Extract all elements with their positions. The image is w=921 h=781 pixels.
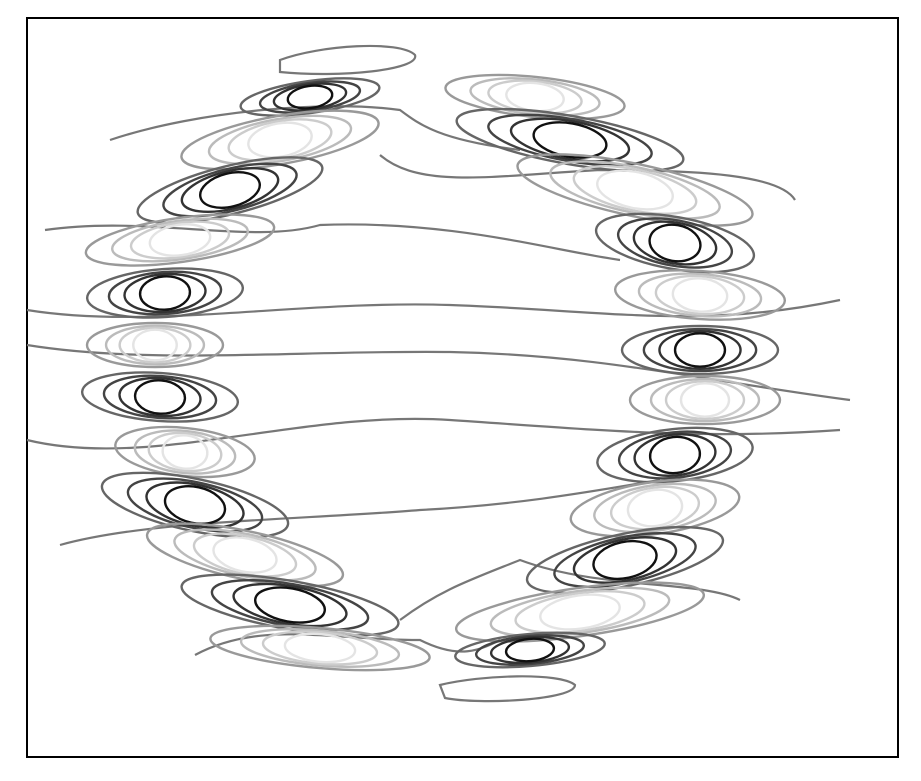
contour-line (85, 321, 225, 369)
contour-line (487, 113, 653, 167)
contour-line (613, 269, 787, 321)
contour-line (489, 635, 571, 665)
contour-line (161, 434, 209, 470)
contour-line (133, 379, 187, 415)
contour-line (145, 481, 245, 529)
contour-line (180, 166, 280, 214)
contour-line (632, 220, 718, 266)
contour-line (596, 169, 674, 211)
contour-line (525, 525, 725, 595)
contour-line (132, 328, 178, 362)
contour-line (379, 154, 796, 201)
contour-line (278, 44, 417, 76)
contour-line (628, 374, 782, 426)
contour-line (654, 274, 746, 316)
contour-line (532, 121, 608, 159)
contour-line (594, 212, 756, 274)
contour-line (136, 156, 324, 224)
contour-line (147, 431, 223, 473)
contour-line (572, 536, 678, 584)
contour-line (84, 213, 276, 267)
contour-line (509, 117, 631, 163)
contour-line (444, 73, 626, 121)
contour-line (118, 326, 192, 364)
contour-line (626, 488, 684, 528)
contour-line (272, 82, 348, 112)
contour-line (162, 162, 298, 218)
contour-line (59, 478, 661, 547)
contour-line (514, 590, 646, 634)
contour-line (138, 275, 192, 311)
contour-line (620, 324, 780, 376)
contour-line (126, 477, 264, 533)
contour-line (642, 327, 758, 373)
contour-line (286, 84, 334, 110)
contour-line (549, 160, 721, 220)
contour-line (239, 628, 401, 668)
contour-line (671, 277, 729, 313)
contour-line (254, 586, 326, 624)
contour-line (283, 632, 357, 664)
contour-line (148, 223, 212, 257)
contour-line (123, 272, 207, 314)
contour-line (616, 217, 734, 269)
plot-frame (26, 17, 899, 758)
contour-line (192, 532, 298, 578)
contour-line (129, 220, 231, 260)
contour-line (539, 593, 621, 631)
contour-line (658, 329, 742, 371)
contour-line (212, 536, 278, 574)
contour-line (649, 377, 761, 423)
contour-line (261, 630, 379, 666)
contour-line (80, 371, 240, 423)
contour-line (504, 637, 556, 663)
contour-line (593, 482, 717, 534)
contour-line (592, 539, 658, 581)
contour-line (118, 376, 202, 418)
contour-line (489, 586, 671, 638)
contour-line (207, 114, 353, 166)
contour-line (111, 217, 249, 263)
contour-line (44, 223, 621, 262)
contour-line (85, 267, 245, 319)
contour-line (648, 223, 702, 263)
contour-line (648, 435, 702, 475)
contour-line (474, 634, 586, 666)
contour-line (109, 105, 521, 152)
contour-line (209, 624, 431, 672)
contour-line (107, 270, 223, 316)
contour-line (454, 581, 706, 643)
contour-line (637, 272, 763, 318)
contour-line (133, 429, 237, 475)
contour-line (199, 171, 261, 209)
contour-line (438, 675, 577, 703)
contour-line (239, 77, 381, 117)
contour-line (679, 382, 731, 418)
contour-line (104, 324, 206, 366)
contour-line (454, 631, 606, 669)
contour-line (145, 522, 345, 588)
contour-line (487, 79, 583, 115)
contour-line (180, 109, 380, 171)
contour-line (673, 332, 727, 368)
contour-line (102, 374, 218, 420)
contour-line (194, 633, 501, 656)
contour-line (633, 433, 717, 477)
contour-line (232, 582, 348, 628)
contour-line (572, 165, 698, 215)
contour-line (664, 379, 746, 421)
contour-line (617, 430, 733, 480)
